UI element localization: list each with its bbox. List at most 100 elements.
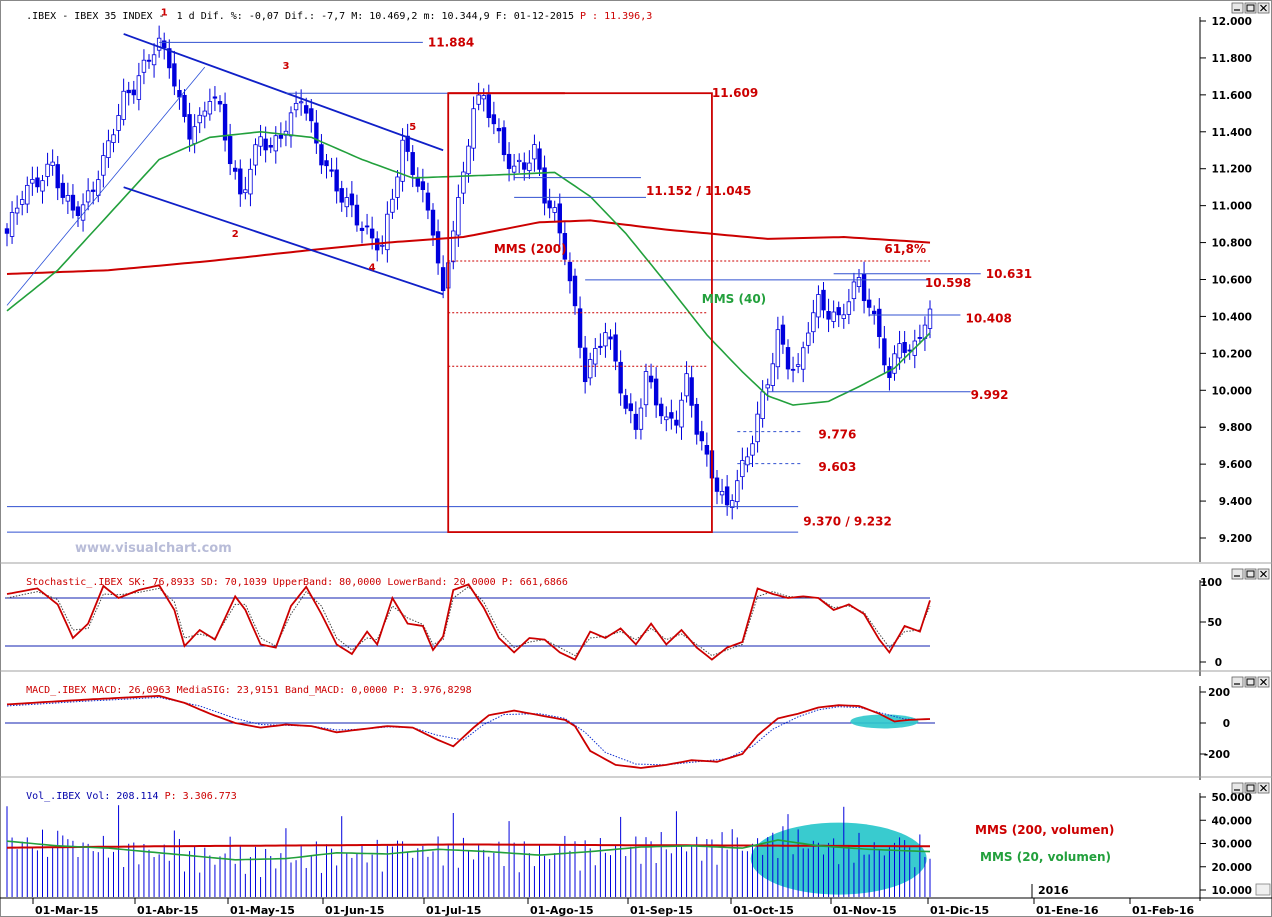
stoch-sd-line (6, 586, 931, 657)
candle-body (248, 168, 253, 195)
label-9603: 9.603 (818, 460, 856, 474)
candle-body (861, 274, 867, 302)
date-tick-label: 01-Mar-15 (35, 904, 99, 917)
date-tick-label: 01-Jul-15 (426, 904, 481, 917)
stoch-close-icon (1260, 570, 1267, 578)
candle-body (364, 225, 370, 228)
candle-body (506, 153, 512, 169)
candle-body (653, 378, 659, 406)
candle-body (369, 228, 375, 239)
candle-body (486, 94, 491, 119)
candle-body (476, 94, 481, 105)
candle-body (70, 194, 76, 211)
vol-min-button[interactable] (1231, 782, 1244, 794)
year-label: 2016 (1038, 884, 1069, 897)
label-11884: 11.884 (428, 35, 474, 49)
candle-body (522, 162, 527, 170)
candle-body (481, 95, 486, 100)
candle-body (724, 486, 730, 506)
candle-body (689, 377, 694, 406)
candle-body (9, 212, 15, 237)
stoch-max-button[interactable] (1244, 568, 1257, 580)
candle-body (202, 110, 207, 117)
candle-body (430, 209, 436, 236)
macd-signal-line (6, 696, 931, 766)
scale-x10-button[interactable] (1255, 883, 1271, 896)
macd-close-icon (1260, 678, 1267, 686)
stoch-min-button[interactable] (1231, 568, 1244, 580)
candle-body (405, 135, 410, 152)
candle-body (790, 368, 796, 371)
candle-body (451, 230, 456, 263)
mms200-line (6, 219, 931, 275)
candle-body (96, 179, 101, 196)
stoch-header-price: P: 661,6866 (501, 577, 568, 588)
candle-body (892, 353, 897, 374)
wave-label-1: 1 (161, 7, 168, 18)
date-tick-label: 01-Jun-15 (325, 904, 385, 917)
candle-body (795, 364, 801, 367)
price-min-button[interactable] (1231, 2, 1244, 14)
candle-body (846, 301, 852, 315)
candle-body (821, 289, 826, 311)
macd-max-button[interactable] (1244, 676, 1257, 688)
candle-body (293, 102, 299, 111)
candle-body (359, 227, 365, 231)
candle-body (339, 188, 344, 203)
price-tick-label: 9.800 (1219, 422, 1252, 434)
vol-tick-label: 50.000 (1211, 792, 1252, 804)
candle-body (151, 54, 157, 66)
candle-body (633, 413, 639, 430)
candle-body (30, 179, 35, 184)
mms40-line (6, 130, 931, 406)
candle-body (542, 167, 547, 204)
candle-body (770, 363, 775, 386)
candle-body (567, 261, 573, 282)
candle-body (80, 204, 86, 221)
candle-body (882, 338, 887, 366)
candle-body (40, 180, 45, 192)
candle-body (349, 193, 355, 206)
candle-body (740, 460, 745, 478)
candle-body (192, 126, 197, 144)
candle-body (471, 108, 476, 149)
price-max-button[interactable] (1244, 2, 1257, 14)
candle-body (623, 395, 628, 409)
candle-body (851, 281, 857, 300)
macd-min-button[interactable] (1231, 676, 1244, 688)
candle-body (593, 348, 598, 365)
candle-body (380, 244, 385, 247)
vol-max-button[interactable] (1244, 782, 1257, 794)
candle-body (684, 373, 689, 397)
candle-body (106, 140, 111, 159)
label-10631: 10.631 (986, 267, 1032, 281)
candle-body (785, 347, 791, 370)
label-11609: 11.609 (712, 86, 758, 100)
price-tick-label: 10.200 (1211, 348, 1252, 360)
candle-body (146, 59, 152, 62)
candle-body (101, 155, 106, 176)
stoch-maximize-icon (1246, 570, 1255, 578)
date-tick-label: 01-Ene-16 (1036, 904, 1099, 917)
candle-body (309, 108, 314, 122)
candle-body (167, 48, 172, 69)
vol-tick-label: 10.000 (1211, 885, 1252, 897)
label-10408: 10.408 (966, 311, 1012, 325)
candle-body (14, 207, 20, 214)
candle-body (801, 347, 806, 370)
price-tick-label: 11.200 (1211, 164, 1252, 176)
candle-body (420, 181, 426, 191)
candle-body (400, 139, 405, 182)
macd-header: MACD_.IBEX MACD: 26,0963 MediaSIG: 23,91… (2, 674, 472, 707)
candle-body (298, 101, 304, 104)
candle-body (334, 169, 339, 192)
candle-body (826, 311, 831, 320)
candle-body (511, 165, 517, 173)
candle-body (745, 456, 750, 466)
candle-body (811, 312, 816, 333)
macd-header-info: MACD_.IBEX MACD: 26,0963 MediaSIG: 23,91… (26, 685, 394, 696)
candle-body (263, 138, 268, 151)
candle-body (187, 114, 192, 140)
